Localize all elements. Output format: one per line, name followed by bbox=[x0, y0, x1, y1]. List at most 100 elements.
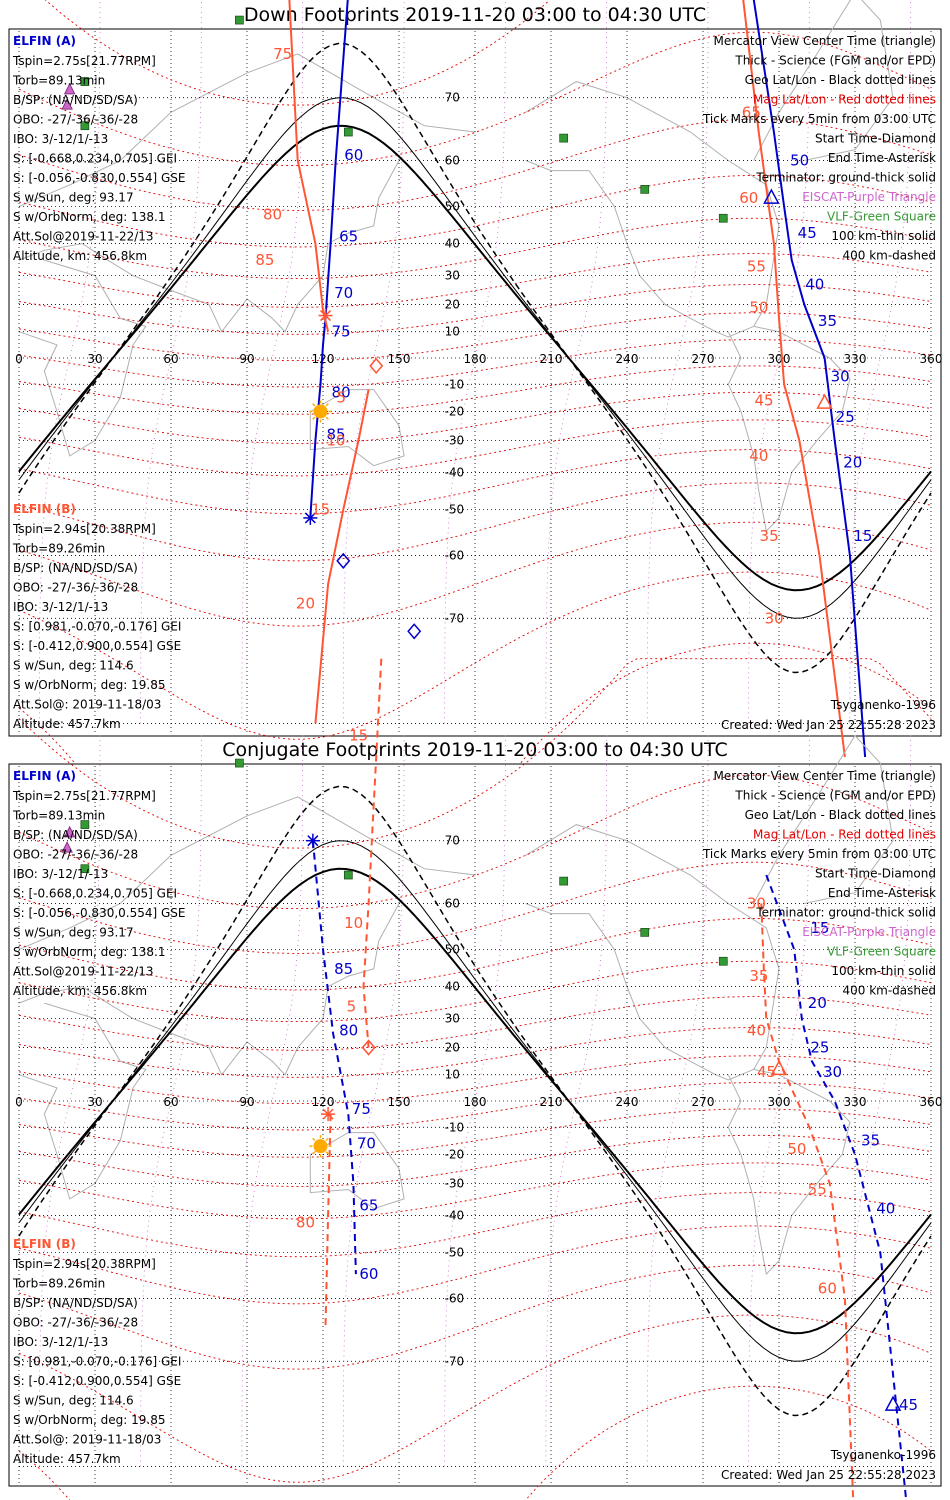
elfin-a-tick-label: 35 bbox=[861, 1132, 880, 1150]
lat-tick-label: 20 bbox=[445, 1041, 460, 1055]
lat-tick-label: 50 bbox=[445, 199, 460, 213]
mag-lon-line bbox=[748, 735, 810, 1467]
lat-tick-label: -10 bbox=[445, 377, 465, 391]
center-time-triangle bbox=[770, 1059, 788, 1076]
lon-tick-label: 180 bbox=[464, 1095, 487, 1109]
elfin-a-info-line: S w/OrbNorm, deg: 138.1 bbox=[13, 945, 165, 959]
mag-lat-line bbox=[18, 918, 932, 991]
elfin-b-info-line: S: [-0.412,0.900,0.554] GSE bbox=[13, 1374, 181, 1388]
lat-tick-label: -30 bbox=[445, 433, 465, 447]
coastline bbox=[18, 53, 476, 207]
lat-tick-label: -10 bbox=[445, 1120, 465, 1134]
vlf-station-marker bbox=[343, 870, 353, 880]
elfin-b-info-line: S: [0.981,-0.070,-0.176] GEI bbox=[13, 620, 181, 634]
legend-item: Terminator: ground-thick solid bbox=[755, 171, 936, 185]
lon-tick-label: 210 bbox=[540, 1095, 563, 1109]
elfin-a-tick-label: 80 bbox=[339, 1021, 358, 1039]
vlf-station-marker bbox=[718, 213, 728, 223]
lon-tick-label: 150 bbox=[388, 352, 411, 366]
elfin-a-tick-label: 45 bbox=[899, 1396, 918, 1414]
elfin-b-info-line: Torb=89.26min bbox=[12, 1277, 105, 1291]
mag-lat-line bbox=[18, 1314, 932, 1483]
mag-lat-line bbox=[18, 774, 932, 910]
mag-lon-line bbox=[140, 735, 202, 1467]
lat-tick-label: 40 bbox=[445, 237, 460, 251]
legend-item: EISCAT-Purple Triangle bbox=[802, 190, 936, 204]
elfin-a-info-line: S w/OrbNorm, deg: 138.1 bbox=[13, 210, 165, 224]
elfin-a-tick-label: 40 bbox=[876, 1200, 895, 1218]
terminator-100km bbox=[18, 840, 932, 1362]
elfin-b-tick-label: 85 bbox=[255, 251, 274, 269]
elfin-a-tick-label: 70 bbox=[357, 1134, 376, 1152]
lon-tick-label: 60 bbox=[163, 1095, 178, 1109]
elfin-a-info-line: S: [-0.668,0.234,0.705] GEI bbox=[13, 152, 177, 166]
vlf-station-marker bbox=[718, 956, 728, 966]
elfin-a-tick-label: 75 bbox=[332, 323, 351, 341]
mag-lat-line bbox=[18, 419, 932, 477]
mag-lat-line bbox=[18, 31, 932, 167]
lon-tick-label: 0 bbox=[15, 352, 23, 366]
elfin-a-info-line: OBO: -27/-36/-36/-28 bbox=[13, 848, 138, 862]
elfin-b-tick-label: 5 bbox=[336, 389, 346, 407]
model-label: Tsyganenko-1996 bbox=[830, 1448, 936, 1462]
lon-tick-label: 240 bbox=[616, 1095, 639, 1109]
elfin-b-info-line: B/SP: (NA/ND/SD/SA) bbox=[13, 561, 138, 575]
start-diamond bbox=[361, 1039, 376, 1056]
elfin-a-info-line: B/SP: (NA/ND/SD/SA) bbox=[13, 93, 138, 107]
elfin-b-info-line: IBO: 3/-12/1/-13 bbox=[13, 1335, 108, 1349]
map-panel-0: 0 30 60 90 120 150 180 210 240 270 300 330 360706050… bbox=[8, 0, 942, 801]
elfin-b-info-line: Altitude: 457.7km bbox=[13, 1452, 121, 1466]
sun-ray bbox=[325, 416, 329, 420]
vlf-station-marker bbox=[80, 864, 90, 874]
mag-lat-line bbox=[18, 960, 932, 1023]
elfin-a-info-line: S: [-0.056,-0.830,0.554] GSE bbox=[13, 171, 186, 185]
mag-lat-line bbox=[18, 253, 932, 308]
lat-tick-label: -50 bbox=[445, 1246, 465, 1260]
elfin-b-tick-label: 65 bbox=[742, 103, 761, 121]
mag-lat-line bbox=[18, 571, 932, 740]
coastline bbox=[18, 1002, 147, 1200]
elfin-a-info-line: Att.Sol@2019-11-22/13 bbox=[13, 230, 154, 244]
mag-lon-line bbox=[444, 0, 506, 724]
vlf-station-marker bbox=[559, 133, 569, 143]
elfin-a-info-line: IBO: 3/-12/1/-13 bbox=[13, 132, 108, 146]
mag-lat-line bbox=[18, 217, 932, 280]
elfin-b-track bbox=[742, 0, 846, 758]
mag-lon-line bbox=[545, 0, 608, 724]
elfin-a-track bbox=[752, 0, 867, 758]
lon-tick-label: 270 bbox=[692, 1095, 715, 1109]
lat-tick-label: 30 bbox=[445, 269, 460, 283]
elfin-b-tick-label: 45 bbox=[757, 1063, 776, 1081]
elfin-b-tick-label: 35 bbox=[760, 527, 779, 545]
vlf-station-marker bbox=[640, 185, 650, 194]
coastline bbox=[18, 796, 476, 950]
end-asterisk bbox=[304, 512, 316, 524]
lat-tick-label: -60 bbox=[445, 549, 465, 563]
elfin-b-info-line: Altitude: 457.7km bbox=[13, 717, 121, 731]
mag-lat-line bbox=[18, 118, 932, 211]
lat-tick-label: -30 bbox=[445, 1176, 465, 1190]
lat-tick-label: -40 bbox=[445, 1208, 465, 1222]
elfin-b-tick-label: 50 bbox=[749, 298, 768, 316]
sun-ray bbox=[325, 1151, 329, 1155]
mag-lat-line bbox=[18, 365, 932, 415]
elfin-b-tick-label: 50 bbox=[787, 1140, 806, 1158]
elfin-a-tick-label: 60 bbox=[344, 146, 363, 164]
elfin-a-tick-label: 70 bbox=[334, 284, 353, 302]
sun-ray bbox=[325, 1137, 329, 1142]
lon-tick-label: 270 bbox=[692, 352, 715, 366]
elfin-a-info-line: S w/Sun, deg: 93.17 bbox=[13, 191, 134, 205]
lat-tick-label: 70 bbox=[445, 91, 460, 105]
mag-lon-line bbox=[342, 735, 405, 1467]
elfin-a-info: ELFIN (A) Tspin=2.75s[21.77RPM] Torb=89.13… bbox=[12, 34, 186, 263]
map-panel-1: 0 30 60 90 120 150 180 210 240 270 300 330 360 70 60 50… bbox=[8, 623, 942, 1500]
legend-item: Geo Lat/Lon - Black dotted lines bbox=[745, 808, 936, 822]
elfin-a-tick-label: 85 bbox=[334, 960, 353, 978]
legend-item: End Time-Asterisk bbox=[828, 151, 936, 165]
elfin-a-tick-label: 50 bbox=[790, 151, 809, 169]
mag-lon-line bbox=[849, 0, 912, 724]
coastline bbox=[309, 1132, 405, 1210]
mag-lon-line bbox=[849, 735, 912, 1467]
elfin-a-track bbox=[309, 0, 349, 518]
sun-ray bbox=[312, 1137, 316, 1142]
